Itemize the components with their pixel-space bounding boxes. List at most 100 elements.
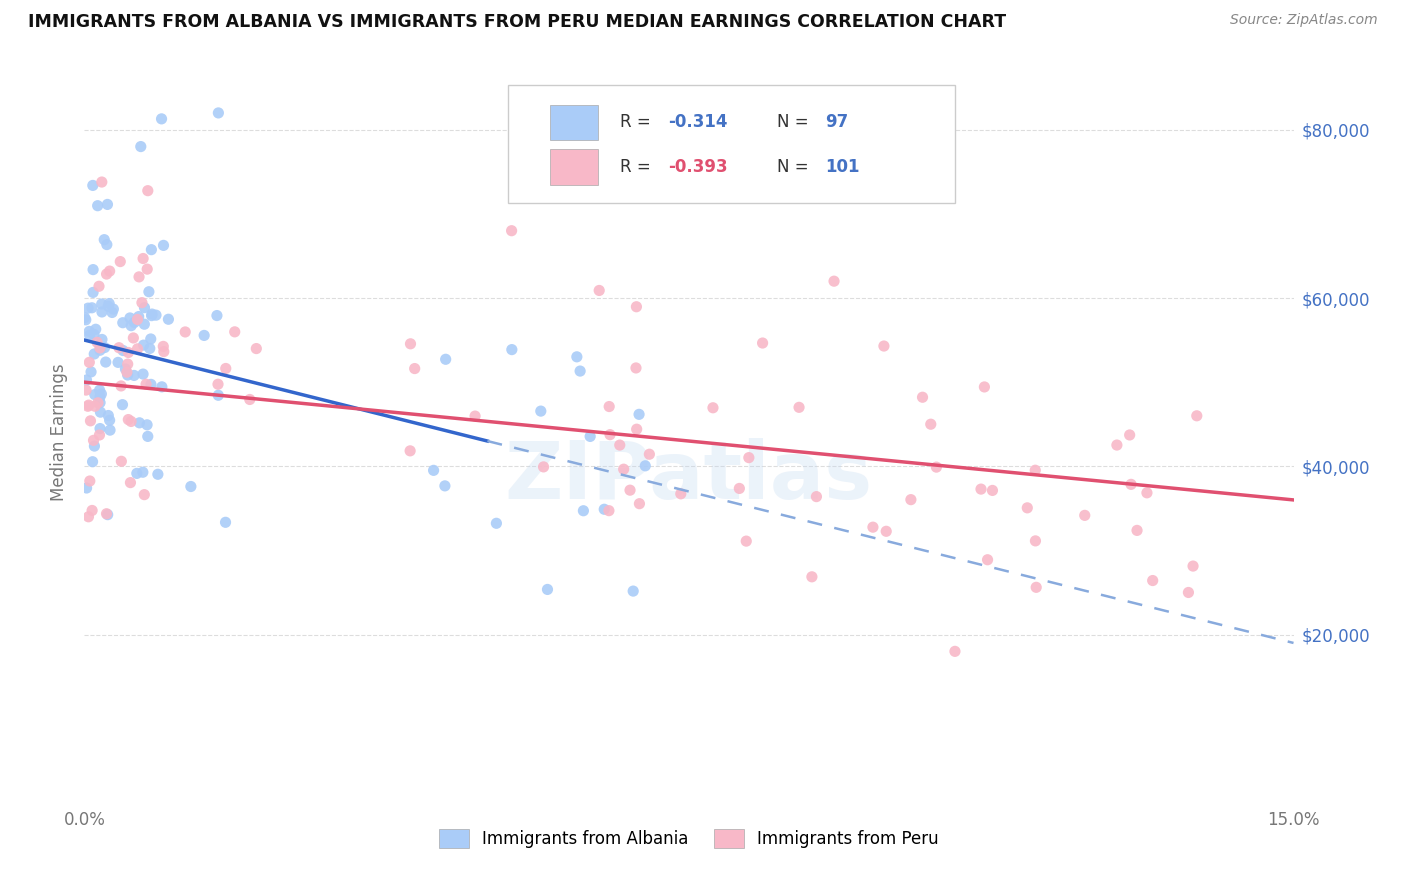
Point xyxy=(139,377,162,392)
Y-axis label: Median Earnings: Median Earnings xyxy=(49,364,67,501)
Point xyxy=(214,516,236,530)
Point xyxy=(136,184,159,198)
Point xyxy=(174,325,197,339)
Point xyxy=(900,492,922,507)
Point xyxy=(150,380,173,394)
Point xyxy=(207,106,229,120)
Point xyxy=(112,343,135,358)
Point xyxy=(128,416,150,430)
Text: IMMIGRANTS FROM ALBANIA VS IMMIGRANTS FROM PERU MEDIAN EARNINGS CORRELATION CHAR: IMMIGRANTS FROM ALBANIA VS IMMIGRANTS FR… xyxy=(28,13,1007,31)
Point xyxy=(239,392,262,407)
Point xyxy=(98,423,121,437)
Point xyxy=(1142,574,1164,588)
Point xyxy=(83,434,105,448)
Point xyxy=(134,488,156,502)
Point xyxy=(153,344,176,359)
Point xyxy=(1074,508,1097,523)
Point xyxy=(80,301,103,315)
Point xyxy=(90,305,112,319)
Point xyxy=(94,355,117,369)
Point xyxy=(1136,485,1159,500)
Point xyxy=(89,405,111,419)
Point xyxy=(136,262,159,277)
FancyBboxPatch shape xyxy=(508,85,955,203)
Point xyxy=(1017,500,1039,515)
Point xyxy=(132,338,155,352)
Point xyxy=(89,428,111,442)
Point xyxy=(434,352,457,367)
Text: -0.393: -0.393 xyxy=(668,158,728,176)
Point xyxy=(108,341,131,355)
Point xyxy=(572,504,595,518)
Point xyxy=(981,483,1004,498)
Point xyxy=(79,328,101,343)
Point xyxy=(599,427,621,442)
Point xyxy=(135,377,157,392)
Point xyxy=(115,365,138,379)
Point xyxy=(83,399,105,413)
Point xyxy=(751,336,773,351)
Point xyxy=(628,408,651,422)
Point xyxy=(132,465,155,479)
Point xyxy=(134,301,156,315)
Point xyxy=(598,503,620,517)
Point xyxy=(141,243,163,257)
Point xyxy=(98,264,121,278)
Point xyxy=(139,332,162,346)
Point xyxy=(117,368,139,382)
Point xyxy=(82,285,104,300)
Point xyxy=(976,553,998,567)
Point xyxy=(129,139,152,153)
Point xyxy=(132,367,155,381)
Point xyxy=(96,507,118,521)
Point xyxy=(738,450,761,465)
Point xyxy=(1024,463,1046,477)
Point xyxy=(399,336,422,351)
Point xyxy=(588,284,610,298)
Point xyxy=(224,325,246,339)
Point xyxy=(598,400,620,414)
Point xyxy=(624,361,647,376)
Point xyxy=(120,414,142,428)
Point xyxy=(501,343,523,357)
Point xyxy=(536,582,558,597)
Point xyxy=(619,483,641,498)
Point xyxy=(82,262,104,277)
Point xyxy=(131,295,153,310)
Point xyxy=(89,341,111,355)
Point xyxy=(464,409,486,423)
Point xyxy=(1185,409,1208,423)
Point xyxy=(157,312,180,326)
Point xyxy=(120,475,142,490)
Point xyxy=(136,417,159,432)
Point xyxy=(146,467,169,482)
Point xyxy=(141,309,163,323)
Point xyxy=(117,345,139,359)
Point xyxy=(533,459,555,474)
Point xyxy=(215,361,238,376)
Point xyxy=(79,355,101,369)
Point xyxy=(1182,559,1205,574)
Point xyxy=(96,197,118,211)
Point xyxy=(89,390,111,404)
Text: N =: N = xyxy=(778,113,814,131)
Point xyxy=(110,254,132,268)
Point xyxy=(404,361,426,376)
Point xyxy=(76,481,98,495)
Point xyxy=(90,297,112,311)
Point xyxy=(83,439,105,453)
Point xyxy=(1119,477,1142,491)
Point xyxy=(1025,580,1047,594)
Point xyxy=(920,417,942,432)
Point xyxy=(114,362,136,376)
Point xyxy=(207,388,229,402)
Point xyxy=(433,479,456,493)
Point xyxy=(569,364,592,378)
Point xyxy=(501,224,523,238)
Point xyxy=(141,307,163,321)
Point xyxy=(593,502,616,516)
Point xyxy=(245,342,267,356)
Text: 101: 101 xyxy=(825,158,860,176)
Point xyxy=(110,379,132,393)
Point xyxy=(90,175,112,189)
